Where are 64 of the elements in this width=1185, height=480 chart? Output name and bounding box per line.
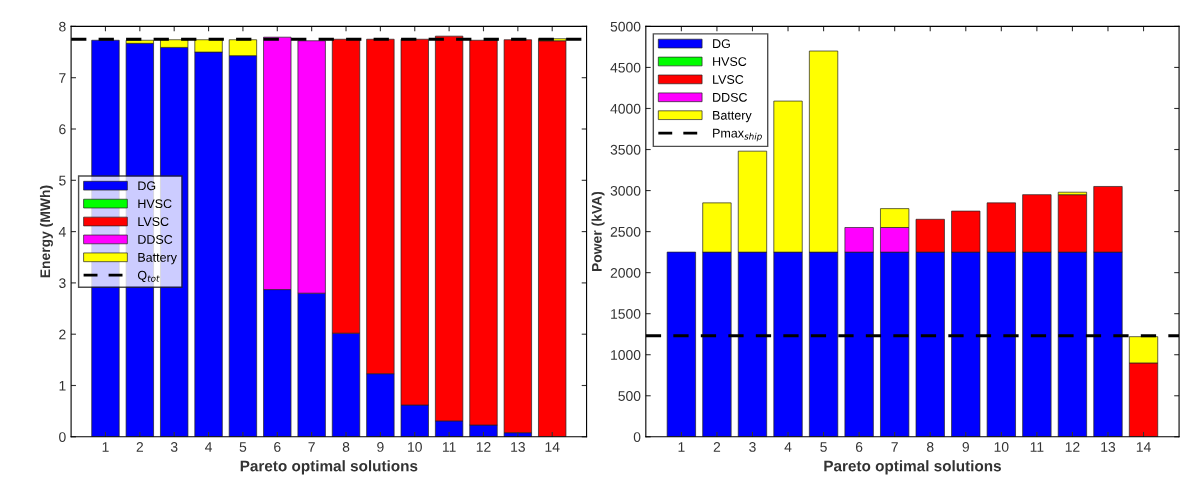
x-tick-label: 10 — [994, 442, 1009, 452]
y-tick-label: 3 — [59, 278, 66, 289]
x-tick-label: 11 — [442, 442, 456, 452]
x-tick-label: 4 — [784, 442, 792, 452]
x-tick-label: 2 — [713, 442, 721, 452]
y-tick-label: 3000 — [610, 185, 641, 196]
y-tick-label: 4000 — [610, 103, 641, 114]
x-tick-label: 4 — [205, 442, 213, 452]
legend-label: Battery — [138, 253, 177, 265]
y-tick-label: 2 — [59, 329, 66, 340]
y-tick-label: 0 — [633, 432, 641, 442]
x-tick-label: 9 — [962, 442, 969, 452]
legend-label: Pmax$_{ship}$ — [713, 128, 762, 142]
x-tick-label: 11 — [1030, 442, 1044, 452]
x-tick-label: 13 — [511, 442, 525, 452]
x-tick-label: 9 — [377, 442, 384, 452]
x-tick-label: 10 — [408, 442, 422, 452]
x-tick-label: 5 — [820, 442, 827, 452]
y-tick-label: 4 — [58, 227, 66, 237]
y-tick-label: 5000 — [610, 21, 641, 32]
y-tick-label: 5 — [59, 175, 66, 186]
y-axis-title: Energy (MWh) — [39, 185, 53, 278]
y-tick-label: 1000 — [611, 350, 641, 360]
x-tick-label: 6 — [274, 442, 281, 452]
legend-label: HVSC — [713, 57, 747, 66]
x-tick-label: 3 — [170, 442, 178, 452]
x-axis-title: Pareto optimal solutions — [824, 460, 1001, 475]
x-axis-title: Pareto optimal solutions — [240, 460, 418, 475]
legend-label: LVSC — [138, 217, 169, 226]
y-tick-label: 1 — [59, 380, 66, 391]
legend-label: DG — [713, 39, 730, 49]
x-tick-label: 5 — [239, 442, 247, 452]
y-tick-label: 3500 — [610, 144, 641, 155]
x-tick-label: 1 — [678, 442, 685, 452]
y-tick-label: 7 — [59, 73, 66, 83]
legend-label: DDSC — [138, 235, 173, 244]
legend-label: LVSC — [713, 75, 744, 84]
x-tick-label: 12 — [1065, 442, 1080, 452]
legend-label: DG — [138, 181, 156, 191]
legend-label: DDSC — [713, 92, 748, 102]
legend-label: Battery — [713, 110, 752, 123]
y-tick-label: 4500 — [610, 62, 641, 73]
x-tick-label: 7 — [891, 442, 898, 452]
x-tick-label: 1 — [102, 442, 109, 452]
legend-label: HVSC — [138, 199, 172, 209]
x-tick-label: 7 — [308, 442, 315, 452]
y-tick-label: 500 — [618, 391, 641, 401]
y-tick-label: 2000 — [610, 267, 641, 278]
x-tick-label: 14 — [1136, 442, 1151, 452]
y-tick-label: 0 — [59, 432, 66, 442]
y-tick-label: 1500 — [611, 309, 641, 319]
x-tick-label: 3 — [749, 442, 756, 452]
x-tick-label: 12 — [476, 442, 491, 452]
x-tick-label: 13 — [1101, 442, 1116, 452]
y-axis-title: Power (kVA) — [591, 191, 605, 272]
y-tick-label: 6 — [59, 124, 66, 135]
legend-label: Q$_{tot}$ — [137, 270, 160, 282]
y-tick-label: 2500 — [610, 226, 641, 237]
x-tick-label: 6 — [855, 442, 863, 452]
y-tick-label: 8 — [59, 21, 66, 32]
x-tick-label: 8 — [926, 442, 934, 452]
x-tick-label: 14 — [545, 442, 560, 452]
x-tick-label: 2 — [136, 442, 143, 452]
x-tick-label: 8 — [342, 442, 350, 452]
